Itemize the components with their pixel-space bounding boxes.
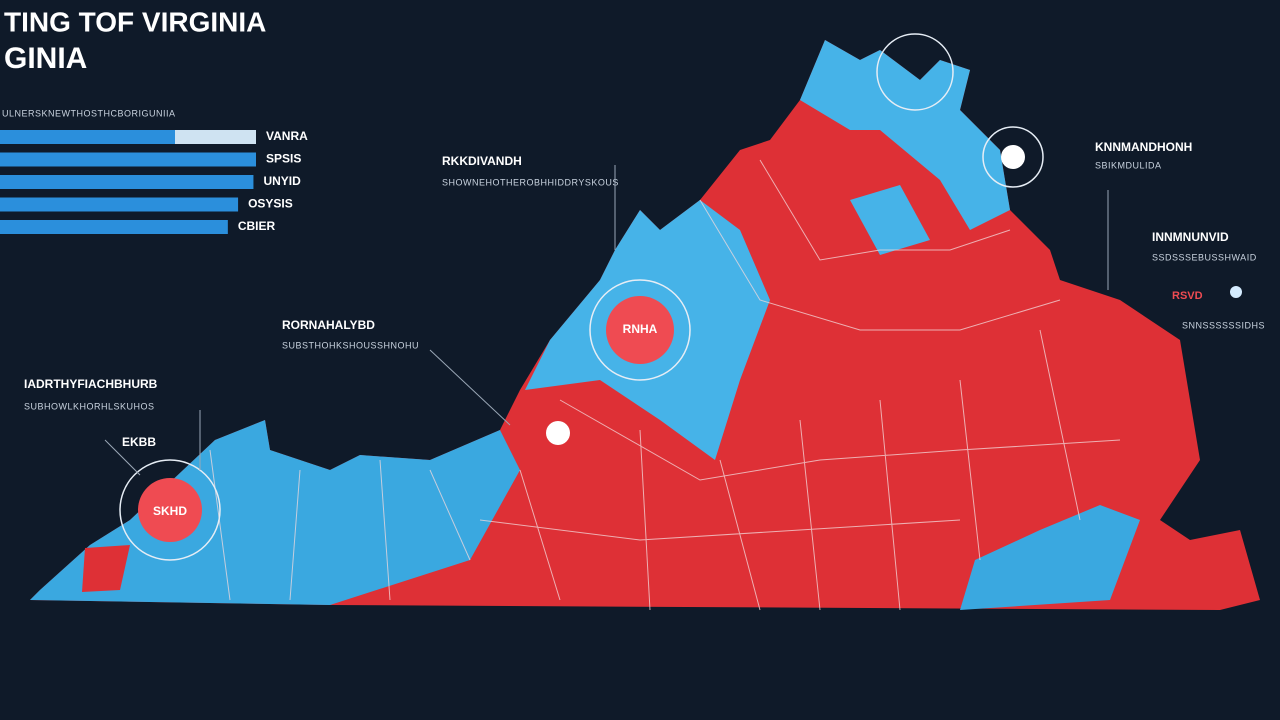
legend-bar (0, 220, 228, 234)
annotation-text: SUBHOWLKHORHLSKUHOS (24, 401, 155, 411)
annotation-text: SBIKMDULIDA (1095, 160, 1162, 170)
legend-bar (0, 175, 254, 189)
annotation-title: INNMNUNVID (1152, 230, 1229, 244)
region-blue-north (800, 40, 1010, 230)
county-lines (209, 159, 1121, 611)
region-blue-west (30, 420, 520, 605)
marker-ring (589, 279, 691, 381)
legend-label: OSYSIS (248, 197, 293, 211)
marker-dot (1230, 286, 1242, 298)
annotation-title: IADRTHYFIACHBHURB (24, 377, 158, 391)
title: TING TOF VIRGINIA (4, 6, 266, 37)
legend-bar (0, 152, 256, 167)
marker-dot (546, 421, 570, 445)
legend-label: UNYID (263, 174, 301, 188)
annotation-extra: SNNSSSSSSIDHS (1182, 320, 1265, 330)
annotation-note: EKBB (122, 435, 156, 449)
annotation-title: RORNAHALYBD (282, 318, 375, 332)
legend-bars: VANRA SPSIS UNYID OSYSIS CBIER (0, 129, 308, 234)
leader-line (104, 439, 141, 476)
markers: RNHA SKHD (119, 33, 1242, 561)
legend-label: VANRA (266, 129, 308, 143)
legend-label: CBIER (238, 219, 276, 233)
region-red-tip (82, 545, 130, 592)
annotation-text: SHOWNEHOTHEROBHHIDDRYSKOUS (442, 177, 619, 187)
marker-label: RNHA (623, 322, 658, 336)
marker-ring (119, 459, 221, 561)
subtitle: GINIA (4, 42, 87, 75)
leader-line (429, 349, 511, 426)
marker-ring (982, 126, 1044, 188)
legend-label: SPSIS (266, 152, 301, 166)
annotation-title: RKKDIVANDH (442, 154, 522, 168)
marker-dot (1001, 145, 1025, 169)
legend-heading: ULNERSKNEWTHOSTHCBORIGUNIIA (2, 108, 176, 118)
annotation-note: RSVD (1172, 290, 1203, 302)
marker-ring (876, 33, 954, 111)
annotation-text: SSDSSSEBUSSHWAID (1152, 252, 1257, 262)
marker-label: SKHD (153, 504, 187, 518)
annotations: RKKDIVANDH SHOWNEHOTHEROBHHIDDRYSKOUS RO… (24, 140, 1265, 476)
annotation-text: SUBSTHOHKSHOUSSHNOHU (282, 340, 419, 350)
marker (606, 296, 674, 364)
legend-bar-segment (0, 130, 175, 144)
legend-bar (0, 197, 239, 212)
region-blue-metro (850, 185, 930, 255)
marker (138, 478, 202, 542)
region-blue-south (960, 505, 1140, 610)
annotation-title: KNNMANDHONH (1095, 140, 1192, 154)
